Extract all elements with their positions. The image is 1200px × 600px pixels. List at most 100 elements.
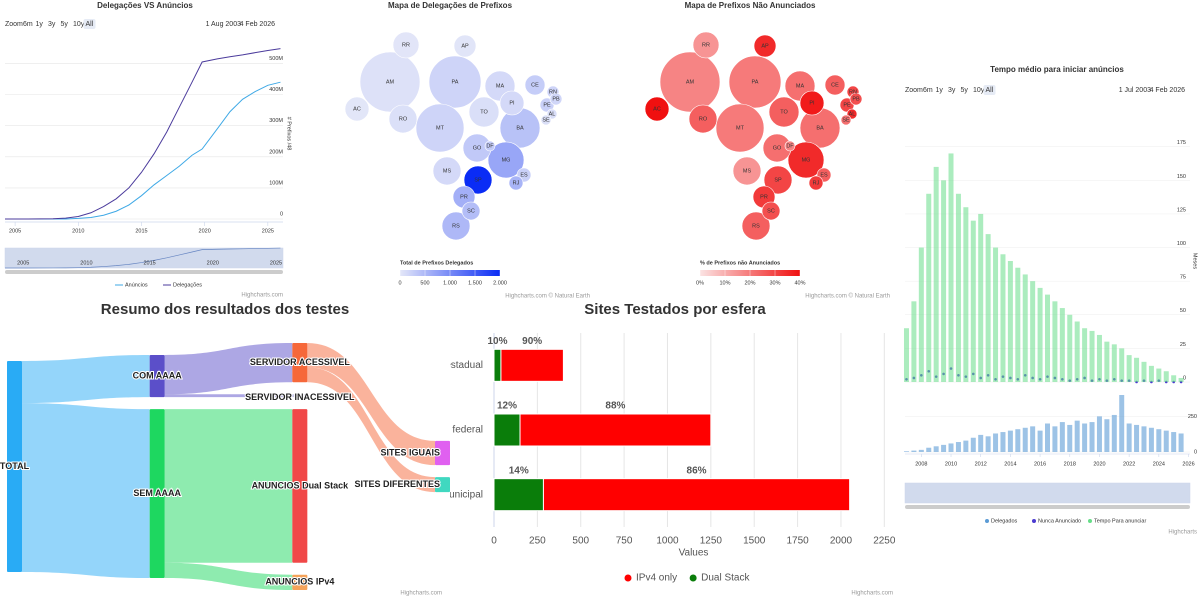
state[interactable] xyxy=(524,74,546,96)
state[interactable] xyxy=(688,104,718,134)
column xyxy=(1104,419,1110,452)
y-axis-title: Meses xyxy=(1192,253,1198,269)
column xyxy=(1045,294,1050,382)
state[interactable] xyxy=(499,90,525,116)
state[interactable] xyxy=(644,96,670,122)
credits: Highcharts.com xyxy=(851,591,893,597)
zoom-button[interactable]: All xyxy=(86,21,94,28)
y-tick-label: federal xyxy=(452,425,483,436)
state[interactable] xyxy=(768,96,800,128)
state[interactable] xyxy=(468,96,500,128)
chart-title: Sites Testados por esfera xyxy=(584,301,766,318)
navigator-label: 2005 xyxy=(17,260,29,266)
node[interactable] xyxy=(435,477,450,493)
zoom-button[interactable]: 6m xyxy=(923,87,933,94)
state[interactable] xyxy=(784,140,796,152)
zoom-button[interactable]: 10y xyxy=(973,87,985,94)
column xyxy=(1163,371,1169,382)
state[interactable] xyxy=(728,55,782,109)
x-tick-label: 2025 xyxy=(262,228,274,234)
data-label: 10% xyxy=(487,336,507,347)
x-tick-label: 750 xyxy=(616,536,633,547)
state-label: AC xyxy=(353,106,361,112)
state[interactable] xyxy=(415,103,465,153)
state[interactable] xyxy=(840,114,852,126)
state[interactable] xyxy=(388,104,418,134)
node[interactable] xyxy=(149,355,165,398)
y-tick-label: 400M xyxy=(269,87,283,93)
column xyxy=(1059,422,1065,452)
zoom-button[interactable]: 10y xyxy=(73,21,85,28)
state-label: PI xyxy=(509,100,515,106)
state[interactable] xyxy=(453,34,477,58)
legend-label[interactable]: Delegações xyxy=(173,282,202,288)
legend-label[interactable]: IPv4 only xyxy=(636,573,677,584)
column xyxy=(1104,341,1110,382)
scrollbar[interactable] xyxy=(905,505,1190,509)
node[interactable] xyxy=(7,361,22,572)
state[interactable] xyxy=(508,175,524,191)
state[interactable] xyxy=(761,201,781,221)
state[interactable] xyxy=(787,141,825,179)
y-tick-label: 200M xyxy=(269,149,283,155)
scrollbar[interactable] xyxy=(5,270,283,274)
state[interactable] xyxy=(487,141,525,179)
legend-label[interactable]: Tempo Para anunciar xyxy=(1094,518,1146,524)
state[interactable] xyxy=(808,175,824,191)
state[interactable] xyxy=(461,201,481,221)
column xyxy=(1178,377,1184,382)
state[interactable] xyxy=(428,55,482,109)
state-label: PB xyxy=(552,96,560,102)
zoom-button[interactable]: 1y xyxy=(36,21,44,28)
state[interactable] xyxy=(540,114,552,126)
column xyxy=(1074,420,1080,452)
state[interactable] xyxy=(484,140,496,152)
node[interactable] xyxy=(292,574,308,590)
column xyxy=(1030,281,1036,382)
state[interactable] xyxy=(359,51,421,113)
chart-title: Delegações VS Anúncios xyxy=(97,1,193,10)
y-tick-label: 100M xyxy=(269,180,283,186)
bar-segment xyxy=(493,478,544,512)
state[interactable] xyxy=(763,165,793,195)
node[interactable] xyxy=(292,343,308,383)
zoom-button[interactable]: 5y xyxy=(961,87,969,94)
range-from: 1 Jul 2003 xyxy=(1119,87,1151,94)
y-tick-label: 150 xyxy=(1177,174,1186,180)
zoom-button[interactable]: 5y xyxy=(61,21,69,28)
state[interactable] xyxy=(692,31,720,59)
chart-title: Resumo dos resultados dos testes xyxy=(101,301,349,318)
state[interactable] xyxy=(715,103,765,153)
state[interactable] xyxy=(753,34,777,58)
y-axis-title: # Prefixos /48 xyxy=(286,117,292,151)
state[interactable] xyxy=(824,74,846,96)
node[interactable] xyxy=(149,409,165,578)
node[interactable] xyxy=(292,409,308,563)
state[interactable] xyxy=(799,90,825,116)
state[interactable] xyxy=(732,156,762,186)
legend-label[interactable]: Dual Stack xyxy=(701,573,750,584)
y-tick-label: 50 xyxy=(1180,308,1186,314)
state[interactable] xyxy=(344,96,370,122)
state[interactable] xyxy=(432,156,462,186)
range-to: 4 Feb 2026 xyxy=(1150,87,1186,94)
state-label: MA xyxy=(496,83,505,89)
state[interactable] xyxy=(741,211,771,241)
zoom-button[interactable]: 3y xyxy=(948,87,956,94)
node[interactable] xyxy=(435,440,450,466)
state[interactable] xyxy=(441,211,471,241)
node[interactable] xyxy=(292,394,308,398)
state[interactable] xyxy=(463,165,493,195)
legend-label[interactable]: Anúncios xyxy=(125,282,148,288)
state[interactable] xyxy=(549,92,563,106)
state-label: AL xyxy=(849,111,856,117)
state[interactable] xyxy=(659,51,721,113)
legend-label[interactable]: Nunca Anunciado xyxy=(1038,518,1081,524)
zoom-button[interactable]: All xyxy=(986,87,994,94)
zoom-button[interactable]: 3y xyxy=(48,21,56,28)
zoom-button[interactable]: 6m xyxy=(23,21,33,28)
legend-label[interactable]: Delegados xyxy=(991,518,1018,524)
state[interactable] xyxy=(392,31,420,59)
state[interactable] xyxy=(849,92,863,106)
zoom-button[interactable]: 1y xyxy=(936,87,944,94)
